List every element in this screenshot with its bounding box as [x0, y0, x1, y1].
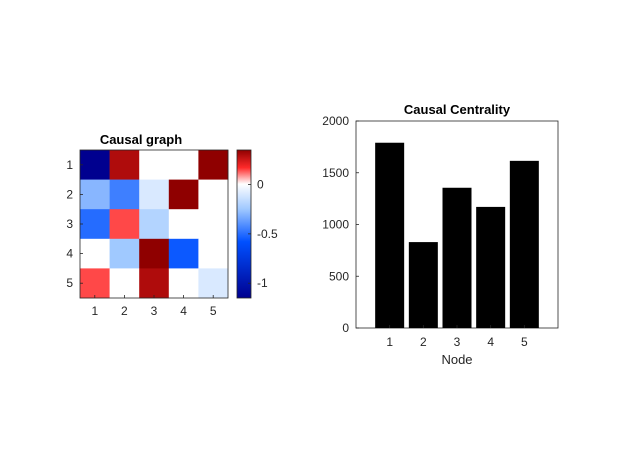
- bar-x-tick-label: 4: [487, 335, 494, 349]
- colorbar-tick-label: -0.5: [257, 227, 278, 241]
- bar-x-tick-label: 1: [386, 335, 393, 349]
- heatmap-cells: [80, 150, 229, 299]
- colorbar: 0 -0.5 -1: [236, 149, 278, 299]
- heatmap-cell-r1-c1: [80, 150, 110, 180]
- bar-node-5: [509, 160, 539, 328]
- heatmap-x-tick-label: 2: [121, 304, 128, 318]
- bar-chart-title: Causal Centrality: [404, 102, 511, 117]
- heatmap-cell-r5-c5: [198, 268, 229, 299]
- heatmap-cell-r1-c3: [139, 150, 170, 180]
- bar-y-tick-label: 500: [329, 269, 349, 283]
- heatmap-cell-r4-c2: [109, 238, 140, 269]
- heatmap-cell-r1-c2: [109, 150, 140, 180]
- colorbar-scale: [236, 149, 252, 299]
- heatmap-cell-r2-c1: [80, 179, 110, 210]
- heatmap-cell-r3-c4: [168, 209, 199, 240]
- bar-x-tick-label: 2: [420, 335, 427, 349]
- heatmap-y-tick-label: 4: [66, 247, 73, 261]
- heatmap-y-tick-label: 5: [66, 276, 73, 290]
- heatmap-x-tick-label: 1: [91, 304, 98, 318]
- bar-y-tick-label: 1500: [322, 166, 349, 180]
- colorbar-ticks: 0 -0.5 -1: [248, 178, 278, 290]
- heatmap-cell-r5-c1: [80, 268, 110, 299]
- bar-y-tick-label: 0: [342, 321, 349, 335]
- bar-x-tick-label: 3: [454, 335, 461, 349]
- heatmap-y-ticks: 1 2 3 4 5: [66, 158, 83, 290]
- heatmap-y-tick-label: 3: [66, 217, 73, 231]
- heatmap-cell-r5-c4: [168, 268, 199, 299]
- bar-y-ticks: 0 500 1000 1500 2000: [322, 114, 359, 335]
- bar-node-4: [476, 206, 506, 328]
- colorbar-tick-label: 0: [257, 178, 264, 192]
- bar-x-label: Node: [441, 352, 472, 367]
- heatmap-y-tick-label: 1: [66, 158, 73, 172]
- heatmap-cell-r5-c2: [109, 268, 140, 299]
- heatmap-cell-r3-c2: [109, 209, 140, 240]
- colorbar-tick-label: -1: [257, 276, 268, 290]
- heatmap-panel: Causal graph 1 2 3 4 5 1 2 3 4 5: [66, 132, 229, 318]
- bars: [375, 142, 539, 328]
- heatmap-cell-r2-c3: [139, 179, 170, 210]
- heatmap-x-ticks: 1 2 3 4 5: [91, 295, 217, 318]
- bar-x-tick-label: 5: [521, 335, 528, 349]
- heatmap-cell-r4-c1: [80, 238, 110, 269]
- bar-y-tick-label: 2000: [322, 114, 349, 128]
- heatmap-y-tick-label: 2: [66, 187, 73, 201]
- bar-x-ticks: 1 2 3 4 5: [386, 325, 528, 349]
- bar-node-3: [442, 187, 472, 328]
- heatmap-cell-r1-c5: [198, 150, 229, 180]
- heatmap-cell-r5-c3: [139, 268, 170, 299]
- heatmap-x-tick-label: 3: [151, 304, 158, 318]
- heatmap-cell-r3-c1: [80, 209, 110, 240]
- bar-panel: Causal Centrality 1 2 3 4 5 0 500 1000 1500 2000…: [322, 102, 559, 367]
- bar-node-2: [408, 242, 438, 328]
- heatmap-cell-r2-c4: [168, 179, 199, 210]
- heatmap-cell-r4-c5: [198, 238, 229, 269]
- bar-y-tick-label: 1000: [322, 218, 349, 232]
- heatmap-cell-r3-c5: [198, 209, 229, 240]
- heatmap-cell-r4-c3: [139, 238, 170, 269]
- heatmap-x-tick-label: 4: [180, 304, 187, 318]
- heatmap-cell-r2-c2: [109, 179, 140, 210]
- heatmap-cell-r1-c4: [168, 150, 199, 180]
- bar-node-1: [375, 142, 405, 328]
- heatmap-cell-r3-c3: [139, 209, 170, 240]
- heatmap-cell-r2-c5: [198, 179, 229, 210]
- heatmap-cell-r4-c4: [168, 238, 199, 269]
- heatmap-x-tick-label: 5: [210, 304, 217, 318]
- heatmap-title: Causal graph: [100, 132, 182, 147]
